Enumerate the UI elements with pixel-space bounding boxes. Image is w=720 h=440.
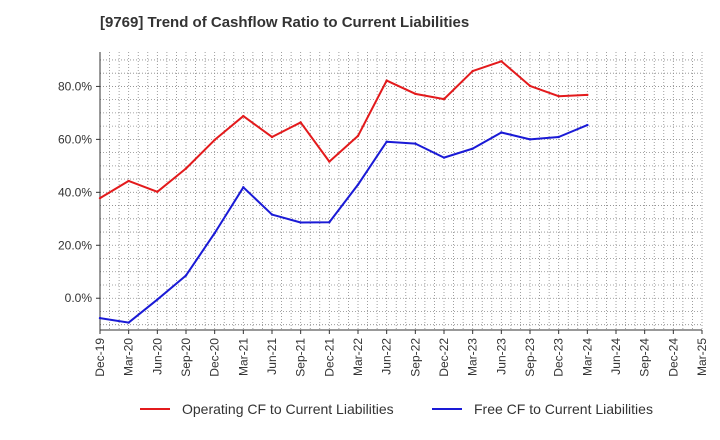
x-tick-label: Mar-22 xyxy=(351,338,365,376)
series-1-point xyxy=(414,92,417,96)
series-1-point xyxy=(500,60,503,63)
x-tick-label: Dec-19 xyxy=(93,338,107,377)
series-line-2 xyxy=(99,124,588,324)
series-1-point xyxy=(270,135,274,139)
series-1-point xyxy=(328,160,331,163)
x-tick-label: Jun-23 xyxy=(494,338,508,375)
series-1-point xyxy=(242,114,245,118)
series-2-point xyxy=(270,213,274,216)
series-line-1 xyxy=(99,60,588,200)
series-1-point xyxy=(98,196,102,200)
x-tick-label: Jun-22 xyxy=(380,338,394,375)
x-tick-label: Sep-23 xyxy=(523,338,537,377)
x-tick-label: Dec-24 xyxy=(666,338,680,377)
series-2-point xyxy=(98,316,102,320)
series-2-point xyxy=(127,321,130,324)
series-1-point xyxy=(471,69,474,73)
series-2-point xyxy=(356,183,360,186)
series-1-point xyxy=(213,138,216,142)
x-tick-label: Sep-22 xyxy=(408,338,422,377)
series-1-point xyxy=(299,121,302,124)
series-1-point xyxy=(356,134,360,138)
x-tick-label: Sep-21 xyxy=(294,338,308,377)
series-1-point xyxy=(528,84,532,88)
x-tick-label: Jun-24 xyxy=(609,338,623,375)
y-tick-label: 0.0% xyxy=(65,291,93,305)
series-1-point xyxy=(557,95,560,98)
y-tick-label: 80.0% xyxy=(58,79,92,93)
legend-label-1: Operating CF to Current Liabilities xyxy=(182,401,394,417)
y-tick-label: 40.0% xyxy=(58,185,92,199)
series-2-point xyxy=(442,156,446,159)
x-tick-label: Jun-20 xyxy=(150,338,164,375)
series-1-point xyxy=(184,167,188,170)
x-tick-label: Dec-23 xyxy=(552,338,566,377)
x-tick-label: Dec-22 xyxy=(437,338,451,377)
series-2-point xyxy=(213,231,216,235)
series-2-point xyxy=(414,142,417,145)
series-1-point xyxy=(385,79,388,82)
x-tick-label: Mar-20 xyxy=(122,338,136,376)
series-2-point xyxy=(557,135,560,139)
series-1-point xyxy=(156,190,159,193)
series-2-point xyxy=(385,140,388,143)
series-2-point xyxy=(156,298,159,301)
x-tick-label: Sep-20 xyxy=(179,338,193,377)
series-2-point xyxy=(184,274,188,277)
series-2-point xyxy=(299,221,302,224)
series-2-point xyxy=(586,123,589,127)
x-tick-label: Dec-20 xyxy=(208,338,222,377)
x-tick-label: Sep-24 xyxy=(638,338,652,377)
x-tick-label: Mar-21 xyxy=(236,338,250,376)
series-2-point xyxy=(242,186,245,189)
series-2-point xyxy=(328,221,331,224)
series-2-point xyxy=(471,147,474,150)
x-tick-label: Mar-23 xyxy=(466,338,480,376)
x-tick-label: Jun-21 xyxy=(265,338,279,375)
x-tick-label: Dec-21 xyxy=(322,338,336,377)
plot-area xyxy=(100,52,702,330)
x-tick-label: Mar-24 xyxy=(580,338,594,376)
y-tick-label: 20.0% xyxy=(58,238,92,252)
x-tick-label: Mar-25 xyxy=(695,338,709,376)
y-tick-label: 60.0% xyxy=(58,132,92,146)
legend-label-2: Free CF to Current Liabilities xyxy=(474,401,653,417)
series-1-point xyxy=(127,179,130,183)
series-1-point xyxy=(442,97,446,101)
series-1-point xyxy=(586,93,589,97)
series-2-point xyxy=(528,138,532,141)
series-2-point xyxy=(500,131,503,134)
chart-title: [9769] Trend of Cashflow Ratio to Curren… xyxy=(100,14,470,31)
